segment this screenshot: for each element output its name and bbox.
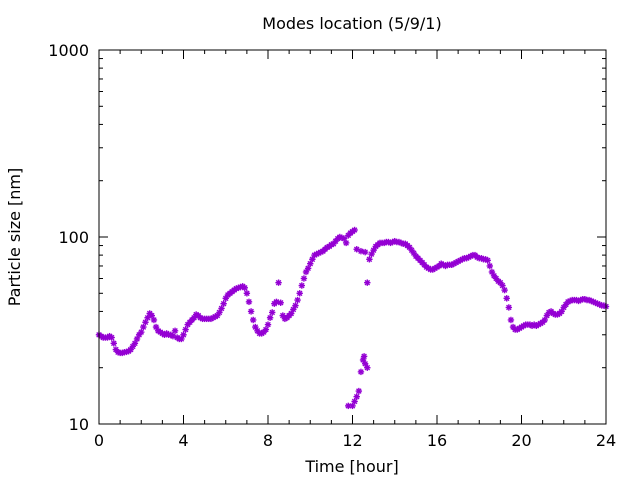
x-axis-label: Time [hour]	[304, 457, 398, 476]
x-tick-label: 20	[511, 431, 531, 450]
data-point	[171, 327, 179, 335]
data-point	[351, 226, 358, 234]
data-point	[140, 323, 147, 331]
data-point	[294, 296, 301, 304]
data-point	[360, 353, 368, 360]
data-point	[484, 257, 491, 264]
data-point	[275, 279, 282, 286]
data-point	[342, 239, 350, 247]
y-axis-label: Particle size [nm]	[5, 168, 24, 307]
data-point	[243, 290, 251, 297]
data-point	[262, 326, 270, 333]
data-point	[355, 387, 363, 395]
x-tick-label: 4	[178, 431, 188, 450]
data-point	[182, 326, 189, 333]
data-point	[364, 364, 371, 371]
x-tick-label: 8	[263, 431, 273, 450]
x-tick-label: 12	[342, 431, 362, 450]
data-point	[366, 256, 373, 263]
data-point	[353, 393, 360, 400]
data-point	[486, 262, 494, 270]
data-point	[364, 279, 371, 286]
data-point	[296, 290, 303, 297]
data-point	[245, 298, 253, 306]
y-tick-label: 1000	[48, 41, 89, 60]
x-tick-label: 16	[427, 431, 447, 450]
data-point	[138, 328, 145, 336]
data-point	[180, 331, 187, 338]
y-tick-label: 100	[58, 228, 89, 247]
y-tick-label: 10	[69, 415, 89, 434]
data-point	[110, 340, 117, 347]
data-point	[501, 286, 508, 294]
x-tick-label: 24	[596, 431, 616, 450]
data-point	[505, 304, 513, 311]
chart-title: Modes location (5/9/1)	[262, 14, 441, 33]
data-point	[150, 316, 158, 324]
plot-frame	[98, 49, 607, 425]
data-point	[298, 282, 305, 289]
data-point	[361, 248, 369, 256]
data-point	[300, 275, 308, 282]
data-point	[108, 334, 115, 341]
data-point	[269, 309, 276, 316]
data-point	[241, 284, 248, 291]
data-point	[220, 300, 227, 307]
data-point	[357, 368, 365, 376]
data-point	[190, 314, 198, 321]
data-point	[292, 302, 299, 309]
data-point	[264, 321, 272, 328]
data-point	[277, 299, 284, 306]
x-tick-label: 0	[94, 431, 104, 450]
tick-labels: 0 4 8 12 16 20 24 10 100 1000	[48, 41, 616, 450]
data-point	[250, 316, 257, 324]
data-point	[507, 316, 515, 324]
data-point	[247, 308, 255, 315]
data-point	[503, 295, 510, 302]
axis-ticks	[98, 49, 607, 425]
data-point	[351, 398, 358, 405]
data-point	[266, 314, 274, 321]
data-point	[218, 305, 225, 312]
data-points	[95, 226, 610, 410]
